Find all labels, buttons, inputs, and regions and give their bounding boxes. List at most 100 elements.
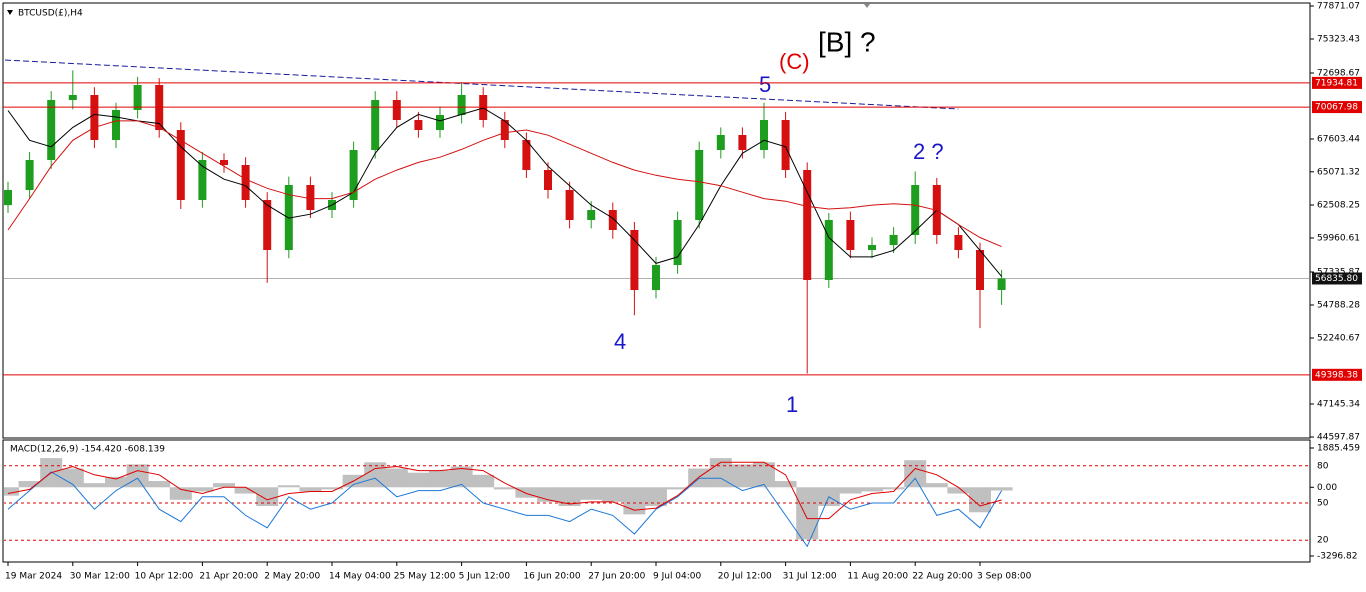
- macd-bar: [882, 487, 905, 490]
- y-tick-label: 52240.67: [1317, 334, 1360, 344]
- candle-body: [500, 120, 509, 141]
- oscillator-line: [7, 471, 1003, 548]
- macd-bar: [947, 487, 970, 494]
- x-tick-label: 30 Mar 12:00: [70, 572, 130, 582]
- macd-bar: [580, 487, 603, 500]
- macd-bar: [105, 476, 127, 488]
- y-tick-label: 62508.25: [1317, 201, 1360, 211]
- macd-bar: [645, 487, 667, 507]
- macd-bar: [515, 487, 538, 498]
- macd-bar: [256, 487, 279, 507]
- level-label: 50: [1317, 499, 1329, 509]
- candle-body: [824, 220, 833, 281]
- candle-body: [954, 234, 963, 251]
- macd-bar: [234, 487, 257, 494]
- wave-label: 2 ?: [913, 139, 944, 164]
- candle-body: [4, 190, 12, 206]
- macd-bar: [731, 464, 754, 488]
- candle-body: [544, 169, 552, 191]
- macd-bar: [126, 464, 149, 488]
- macd-bar: [277, 485, 300, 488]
- candle-body: [176, 130, 185, 201]
- last-price-label: 56835.80: [1315, 274, 1358, 284]
- level-label: 71934.81: [1315, 78, 1358, 88]
- macd-bar: [213, 483, 235, 488]
- level-box: [1312, 101, 1362, 114]
- y-tick-label: 72698.67: [1317, 69, 1360, 79]
- macd-bar: [472, 474, 495, 488]
- wave-label: 5: [759, 72, 771, 97]
- plot: [4, 458, 1309, 548]
- candle-body: [392, 100, 401, 121]
- candle-body: [673, 220, 682, 266]
- x-tick-label: 20 Jul 12:00: [718, 572, 772, 582]
- x-tick-label: 31 Jul 12:00: [783, 572, 837, 582]
- macd-bar: [709, 458, 732, 488]
- level-label: 70067.98: [1315, 103, 1358, 113]
- macd-bar: [839, 487, 862, 494]
- x-tick-label: 16 Jun 20:00: [523, 572, 580, 582]
- macd-bar: [407, 472, 430, 488]
- x-tick-label: 11 Aug 20:00: [847, 572, 908, 582]
- trendline: [4, 59, 959, 110]
- macd-bar: [493, 487, 516, 490]
- symbol-icon: [7, 10, 13, 15]
- candle-body: [695, 150, 704, 221]
- macd-bar: [4, 487, 19, 496]
- level-label: 20: [1317, 536, 1329, 546]
- macd-bar: [990, 487, 1013, 491]
- x-tick-label: 22 Aug 20:00: [912, 572, 973, 582]
- candle-body: [263, 200, 272, 251]
- y-tick-label: 59960.61: [1317, 234, 1360, 244]
- price-panel: [2, 2, 1311, 439]
- x-tick-label: 19 Mar 2024: [5, 572, 62, 582]
- y-tick-label: 0.00: [1317, 483, 1337, 493]
- candle-body: [198, 160, 207, 201]
- candle-body: [630, 230, 639, 291]
- candle-body: [976, 250, 984, 291]
- candle-body: [652, 265, 660, 291]
- macd-bar: [925, 483, 948, 488]
- candle-body: [349, 150, 358, 201]
- candle-body: [220, 160, 228, 166]
- wave-label: 1: [786, 392, 798, 417]
- level-box: [1312, 368, 1362, 381]
- wave-label: 4: [614, 329, 626, 354]
- y-tick-label: -3296.82: [1317, 552, 1357, 562]
- x-tick-label: 10 Apr 12:00: [135, 572, 194, 582]
- candle-body: [522, 140, 531, 170]
- x-tick-label: 5 Jun 12:00: [459, 572, 511, 582]
- candle-body: [371, 100, 380, 151]
- candle-body: [133, 85, 142, 111]
- symbol-label: BTCUSD(£),H4: [18, 9, 83, 19]
- candle-body: [112, 110, 120, 141]
- macd-bar: [148, 481, 171, 488]
- macd-bar: [753, 462, 775, 488]
- candle-body: [738, 135, 747, 151]
- macd-bar: [191, 487, 214, 492]
- macd-label: MACD(12,26,9) -154.420 -608.139: [10, 445, 165, 455]
- level-box: [1312, 76, 1362, 89]
- candle-body: [803, 169, 812, 281]
- plot: [4, 59, 1309, 374]
- candle-body: [911, 185, 920, 235]
- macd-bar: [450, 466, 473, 488]
- macd-bar: [774, 481, 797, 488]
- candle-body: [457, 95, 466, 116]
- candle-body: [781, 120, 790, 170]
- macd-bar: [861, 487, 883, 492]
- candle-body: [241, 165, 250, 201]
- candle-body: [889, 234, 898, 246]
- y-tick-label: 47145.34: [1317, 400, 1360, 410]
- x-tick-label: 9 Jul 04:00: [653, 572, 702, 582]
- macd-bar: [385, 468, 408, 488]
- candle-body: [25, 160, 34, 191]
- candle-body: [868, 245, 876, 251]
- macd-bar: [83, 483, 106, 488]
- level-label: 49398.38: [1315, 370, 1358, 380]
- candle-body: [47, 100, 56, 161]
- candle-body: [565, 190, 574, 221]
- y-tick-label: 77871.07: [1317, 2, 1360, 12]
